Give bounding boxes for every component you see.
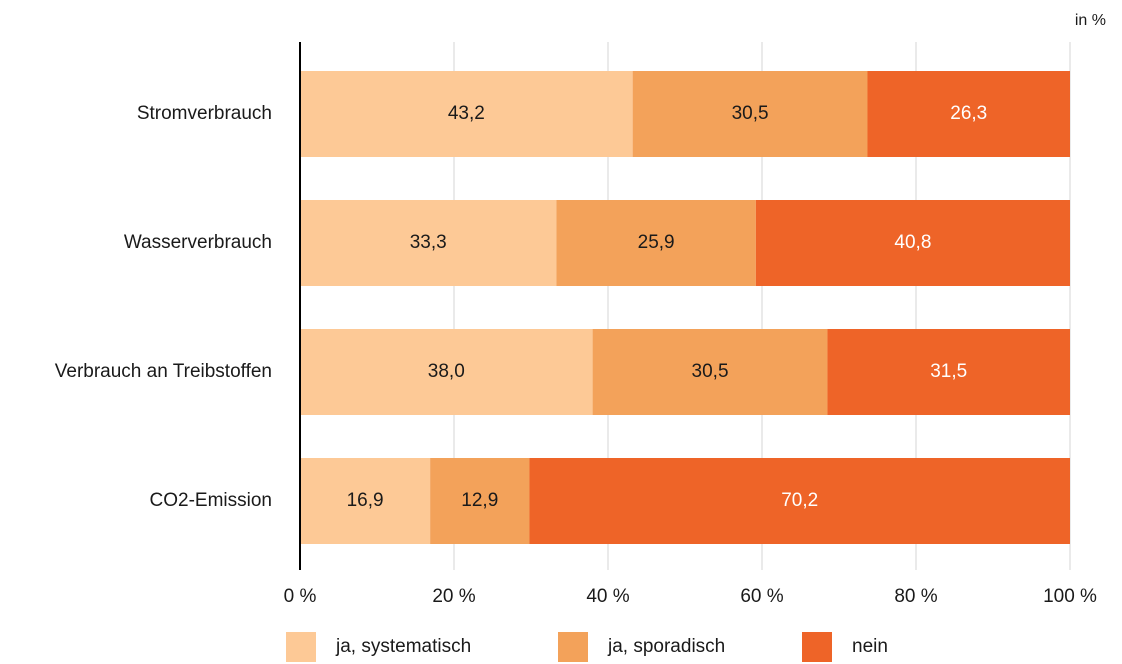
legend-item-systematisch: ja, systematisch — [286, 632, 471, 662]
bar-segment — [827, 329, 1070, 415]
x-tick-label: 20 % — [432, 586, 475, 607]
x-tick-label: 100 % — [1043, 586, 1097, 607]
data-label: 70,2 — [781, 490, 818, 511]
data-label: 16,9 — [347, 490, 384, 511]
bar-segment — [592, 329, 828, 415]
bar-segment — [529, 458, 1070, 544]
data-label: 31,5 — [930, 361, 967, 382]
legend: ja, systematisch ja, sporadisch nein — [0, 632, 1122, 664]
x-tick-label: 40 % — [586, 586, 629, 607]
data-label: 25,9 — [638, 232, 675, 253]
data-label: 43,2 — [448, 103, 485, 124]
unit-label: in % — [1074, 12, 1106, 29]
category-label: Wasserverbrauch — [124, 232, 272, 253]
bars — [300, 71, 1070, 544]
legend-item-sporadisch: ja, sporadisch — [558, 632, 725, 662]
data-label: 30,5 — [732, 103, 769, 124]
legend-item-nein: nein — [802, 632, 888, 662]
bar-segment — [556, 200, 756, 286]
x-tick-label: 60 % — [740, 586, 783, 607]
legend-label-sporadisch: ja, sporadisch — [608, 636, 726, 657]
bar-segment — [300, 329, 593, 415]
legend-label-nein: nein — [852, 636, 888, 657]
legend-label-systematisch: ja, systematisch — [336, 636, 472, 657]
legend-swatch-sporadisch — [558, 632, 588, 662]
legend-swatch-nein — [802, 632, 832, 662]
x-tick-label: 80 % — [894, 586, 937, 607]
x-tick-labels: 0 % 20 % 40 % 60 % 80 % 100 % — [284, 586, 1097, 607]
bar-segment — [755, 200, 1070, 286]
data-label: 40,8 — [894, 232, 931, 253]
data-label: 33,3 — [410, 232, 447, 253]
bar-segment — [632, 71, 868, 157]
bar-segment — [300, 71, 633, 157]
bar-segment — [867, 71, 1070, 157]
category-labels: Stromverbrauch Wasserverbrauch Verbrauch a… — [55, 103, 272, 511]
data-label: 12,9 — [461, 490, 498, 511]
category-label: CO2-Emission — [150, 490, 272, 511]
category-label: Stromverbrauch — [137, 103, 272, 124]
data-label: 26,3 — [950, 103, 987, 124]
bar-segment — [430, 458, 530, 544]
category-label: Verbrauch an Treibstoffen — [55, 361, 272, 382]
data-label: 30,5 — [692, 361, 729, 382]
x-tick-label: 0 % — [284, 586, 317, 607]
data-labels: 43,2 30,5 26,3 33,3 25,9 40,8 38,0 30,5 31,5 16,9… — [347, 103, 988, 511]
data-label: 38,0 — [428, 361, 465, 382]
bar-segment — [300, 200, 557, 286]
bar-segment — [300, 458, 431, 544]
legend-swatch-systematisch — [286, 632, 316, 662]
